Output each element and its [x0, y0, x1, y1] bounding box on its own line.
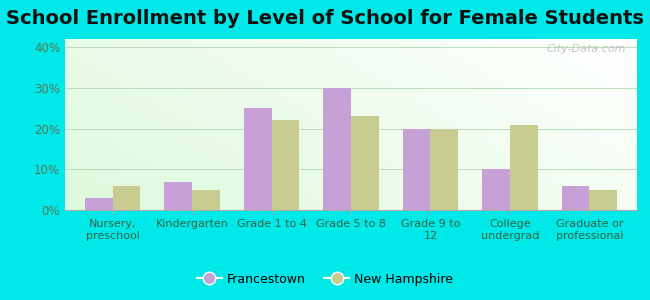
Text: School Enrollment by Level of School for Female Students: School Enrollment by Level of School for…: [6, 9, 644, 28]
Bar: [112, 186, 140, 210]
Bar: [85, 198, 112, 210]
Legend: Francestown, New Hampshire: Francestown, New Hampshire: [192, 268, 458, 291]
Bar: [272, 120, 300, 210]
Bar: [402, 129, 430, 210]
Bar: [244, 108, 272, 210]
Bar: [510, 124, 538, 210]
Bar: [430, 129, 458, 210]
Bar: [562, 186, 590, 210]
Bar: [164, 182, 192, 210]
Bar: [482, 169, 510, 210]
Bar: [192, 190, 220, 210]
Bar: [351, 116, 379, 210]
Text: City-Data.com: City-Data.com: [546, 44, 625, 54]
Bar: [590, 190, 617, 210]
Bar: [323, 88, 351, 210]
